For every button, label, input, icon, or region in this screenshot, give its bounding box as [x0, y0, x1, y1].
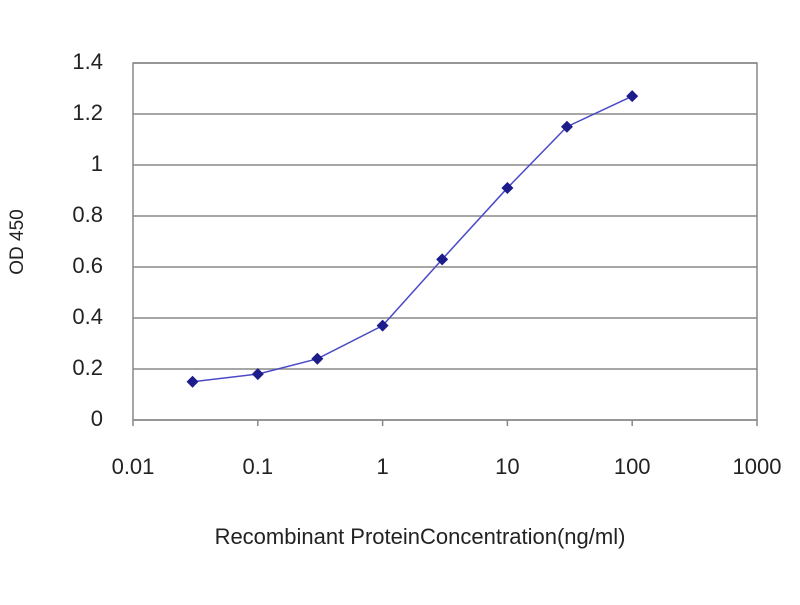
x-tick-label: 1 [376, 454, 388, 479]
data-point [251, 368, 264, 381]
data-point [560, 120, 573, 133]
y-tick-label: 0.6 [72, 253, 103, 278]
data-point [501, 181, 514, 194]
x-axis-label: Recombinant ProteinConcentration(ng/ml) [215, 524, 626, 549]
x-tick-label: 0.01 [112, 454, 155, 479]
data-point [376, 319, 389, 332]
y-tick-label: 0 [91, 406, 103, 431]
x-tick-label: 0.1 [243, 454, 274, 479]
y-axis-label: OD 450 [7, 209, 28, 274]
y-tick-label: 1 [91, 151, 103, 176]
x-tick-label: 10 [495, 454, 519, 479]
y-tick-label: 0.4 [72, 304, 103, 329]
y-tick-label: 0.8 [72, 202, 103, 227]
plot-area [132, 62, 758, 421]
data-point [626, 90, 639, 103]
data-line [192, 95, 633, 383]
y-tick-label: 0.2 [72, 355, 103, 380]
data-point [311, 352, 324, 365]
data-point [186, 375, 199, 388]
x-tick-label: 100 [614, 454, 651, 479]
y-tick-label: 1.4 [72, 49, 103, 74]
x-tick-label: 1000 [733, 454, 782, 479]
data-point [436, 253, 449, 266]
y-tick-label: 1.2 [72, 100, 103, 125]
